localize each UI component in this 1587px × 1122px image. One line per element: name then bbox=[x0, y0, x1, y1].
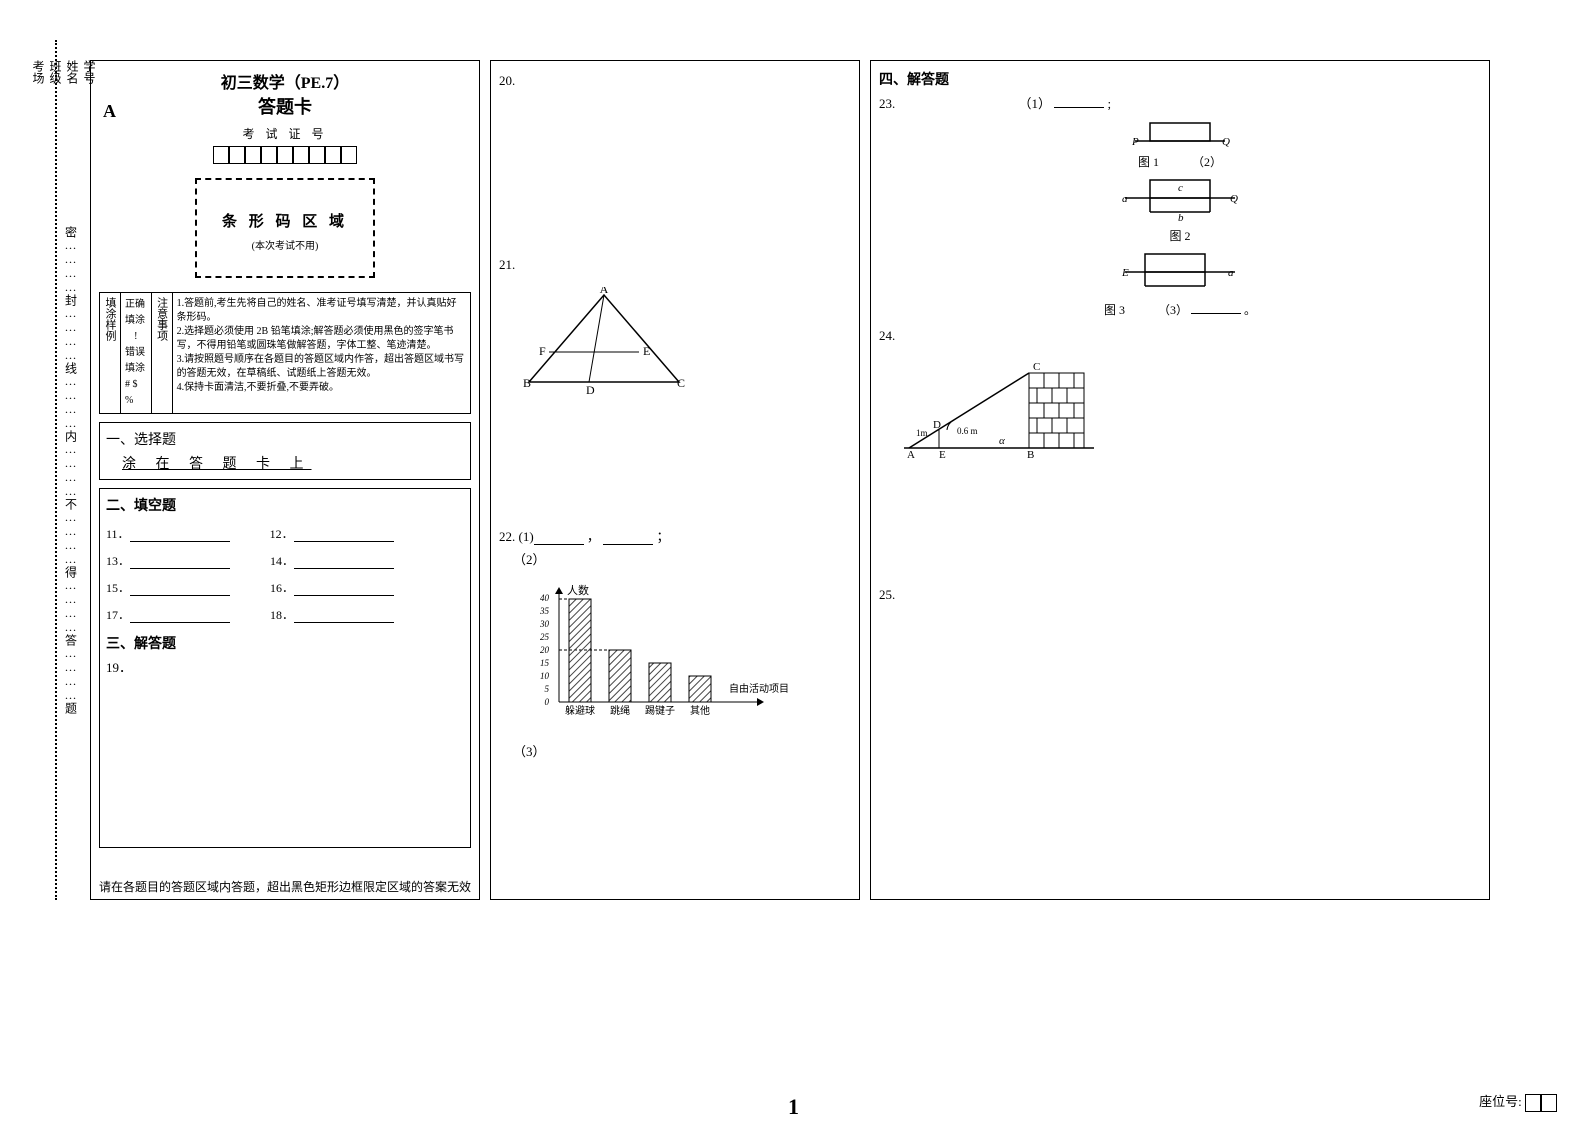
svg-text:10: 10 bbox=[540, 671, 550, 681]
q24-label: 24. bbox=[879, 328, 1481, 344]
q22-label: 22. (1) ， ； bbox=[499, 526, 851, 545]
instruction-rules: 1.答题前,考生先将自己的姓名、准考证号填写清楚，并认真贴好条形码。 2.选择题… bbox=[173, 293, 470, 413]
svg-text:Q: Q bbox=[1222, 136, 1230, 148]
svg-text:20: 20 bbox=[540, 645, 550, 655]
exam-id-label: 考 试 证 号 bbox=[99, 125, 471, 142]
svg-text:D: D bbox=[933, 419, 941, 431]
correct-fill-label: 正确填涂 bbox=[125, 297, 147, 329]
section-1-box: 一、选择题 涂 在 答 题 卡 上 bbox=[99, 422, 471, 480]
a-corner-mark: A bbox=[103, 101, 116, 122]
blank-17: 17． bbox=[106, 608, 130, 622]
seat-number: 座位号: bbox=[1479, 1091, 1557, 1112]
svg-text:E: E bbox=[939, 449, 946, 458]
fill-example-label: 填涂样例 bbox=[100, 293, 121, 413]
svg-text:B: B bbox=[523, 376, 531, 390]
triangle-figure: A B C D E F bbox=[519, 287, 689, 397]
svg-text:35: 35 bbox=[539, 606, 550, 616]
svg-text:30: 30 bbox=[539, 619, 550, 629]
svg-text:15: 15 bbox=[540, 658, 550, 668]
q22-sub3: （3） bbox=[513, 741, 851, 760]
svg-text:E: E bbox=[1121, 267, 1129, 279]
svg-text:Q: Q bbox=[1230, 193, 1238, 205]
fig2: a Q c b 图 2 bbox=[879, 176, 1481, 244]
section-1-title: 一、选择题 bbox=[106, 429, 464, 449]
q25-label: 25. bbox=[879, 587, 1481, 603]
label-xingming: 姓名 bbox=[64, 60, 81, 880]
section-3-title: 三、解答题 bbox=[106, 633, 464, 653]
q21-label: 21. bbox=[499, 257, 851, 273]
section-1-note: 涂 在 答 题 卡 上 bbox=[122, 453, 464, 473]
title-line2: 答题卡 bbox=[99, 93, 471, 119]
fig1: P Q 图 1 （2） bbox=[879, 118, 1481, 170]
binding-form-labels: 学号 姓名 班级 考场 bbox=[30, 60, 98, 880]
svg-text:b: b bbox=[1178, 212, 1184, 222]
correct-mark: ! bbox=[125, 329, 147, 345]
barcode-line2: (本次考试不用) bbox=[197, 237, 373, 252]
blank-15: 15． bbox=[106, 581, 130, 595]
svg-text:α: α bbox=[999, 435, 1005, 447]
label-banji: 班级 bbox=[47, 60, 64, 880]
svg-text:40: 40 bbox=[540, 593, 550, 603]
blank-12: 12． bbox=[270, 527, 294, 541]
blank-18: 18． bbox=[270, 608, 294, 622]
svg-text:C: C bbox=[1033, 361, 1040, 373]
svg-text:其他: 其他 bbox=[690, 704, 710, 717]
instruction-box: 填涂样例 正确填涂 ! 错误填涂 # $ % 注意事项 1.答题前,考生先将自己… bbox=[99, 292, 471, 414]
title-line1: 初三数学（PE.7） bbox=[99, 69, 471, 93]
section-4-title: 四、解答题 bbox=[879, 69, 1481, 89]
svg-text:A: A bbox=[907, 449, 915, 458]
q24-figure: A E B C D 1m 0.6 m α bbox=[899, 348, 1099, 458]
label-kaochang: 考场 bbox=[30, 60, 47, 880]
svg-text:躲避球: 躲避球 bbox=[565, 704, 595, 717]
footer-note: 请在各题目的答题区域内答题，超出黑色矩形边框限定区域的答案无效 bbox=[91, 878, 479, 895]
bar-chart: 人数 自由活动项目 0 5 10 15 20 25 30 35 40 bbox=[529, 582, 789, 732]
blank-11: 11． bbox=[106, 527, 130, 541]
svg-text:25: 25 bbox=[540, 632, 550, 642]
svg-text:自由活动项目: 自由活动项目 bbox=[729, 682, 789, 695]
svg-text:a: a bbox=[1122, 193, 1128, 205]
svg-text:E: E bbox=[643, 344, 650, 358]
wrong-fill-label: 错误填涂 bbox=[125, 345, 147, 377]
fig3: E a 图 3 （3） 。 bbox=[879, 250, 1481, 318]
exam-id-boxes bbox=[99, 146, 471, 164]
section-2-3-box: 二、填空题 11． 12． 13． 14． 15． 16． 17． 18． 三、… bbox=[99, 488, 471, 848]
blank-13: 13． bbox=[106, 554, 130, 568]
q20-label: 20. bbox=[499, 73, 851, 89]
svg-text:D: D bbox=[586, 383, 595, 397]
svg-text:B: B bbox=[1027, 449, 1034, 458]
column-3: 四、解答题 23. （1） ; P Q 图 1 （2） bbox=[870, 60, 1490, 900]
svg-text:P: P bbox=[1131, 136, 1139, 148]
svg-text:C: C bbox=[677, 376, 685, 390]
blank-14: 14． bbox=[270, 554, 294, 568]
svg-text:A: A bbox=[600, 287, 609, 296]
svg-text:5: 5 bbox=[545, 684, 550, 694]
q22-sub2: （2） bbox=[513, 549, 851, 568]
column-1: A 初三数学（PE.7） 答题卡 考 试 证 号 条 形 码 区 域 (本次考试… bbox=[90, 60, 480, 900]
blank-16: 16． bbox=[270, 581, 294, 595]
section-2-title: 二、填空题 bbox=[106, 495, 464, 515]
svg-text:a: a bbox=[1228, 267, 1234, 279]
wrong-marks: # $ % bbox=[125, 377, 147, 409]
notice-label: 注意事项 bbox=[152, 293, 173, 413]
svg-text:c: c bbox=[1178, 182, 1183, 194]
svg-text:1m: 1m bbox=[916, 428, 928, 438]
svg-text:F: F bbox=[539, 344, 546, 358]
barcode-region: 条 形 码 区 域 (本次考试不用) bbox=[195, 178, 375, 278]
q19-label: 19． bbox=[106, 657, 464, 676]
column-2: 20. 21. A B C D E F 22. (1) ， ； （2） bbox=[490, 60, 860, 900]
page-number: 1 bbox=[788, 1094, 799, 1120]
svg-text:人数: 人数 bbox=[567, 584, 589, 597]
svg-text:0.6 m: 0.6 m bbox=[957, 426, 978, 436]
barcode-line1: 条 形 码 区 域 bbox=[197, 210, 373, 231]
svg-text:0: 0 bbox=[545, 697, 550, 707]
svg-text:踢键子: 踢键子 bbox=[645, 704, 675, 717]
svg-text:跳绳: 跳绳 bbox=[610, 704, 630, 717]
q23-label: 23. （1） ; bbox=[879, 93, 1481, 112]
